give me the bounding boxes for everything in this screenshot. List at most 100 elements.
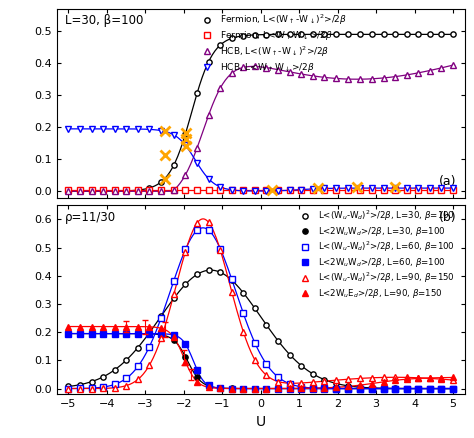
L<2W$_u$E$_d$>/2$\beta$, L=90, $\beta$=150 (287, 386, 292, 391)
L<2W$_u$W$_d$>/2$\beta$, L=60, $\beta$=100 (252, 386, 258, 391)
Fermion, L<W$_\uparrow$W$_\downarrow$>/2$\beta$ (123, 188, 129, 193)
Line: L<2W$_u$W$_d$>/2$\beta$, L=60, $\beta$=100: L<2W$_u$W$_d$>/2$\beta$, L=60, $\beta$=1… (66, 331, 456, 391)
Fermion, L<W$_\uparrow$W$_\downarrow$>/2$\beta$ (171, 188, 177, 193)
Fermion, L<(W$_\uparrow$-W$_\downarrow$)$^2$>/2$\beta$ (369, 32, 375, 37)
L<(W$_u$-W$_d$)$^2$>/2$\beta$, L=90, $\beta$=150 (321, 378, 327, 384)
HCB, L<(W$_\uparrow$-W$_\downarrow$)$^2$>/2$\beta$ (146, 189, 152, 194)
Fermion, L<W$_\uparrow$W$_\downarrow$>/2$\beta$ (240, 188, 246, 193)
L<2W$_u$W$_d$>/2$\beta$, L=60, $\beta$=100 (450, 386, 456, 391)
L<(W$_u$-W$_d$)$^2$>/2$\beta$, L=60, $\beta$=100 (357, 386, 363, 391)
HCB, L<(W$_\uparrow$-W$_\downarrow$)$^2$>/2$\beta$ (438, 65, 444, 71)
HCB, L<(W$_\uparrow$-W$_\downarrow$)$^2$>/2$\beta$ (415, 70, 421, 75)
L<2W$_u$W$_d$>/2$\beta$, L=60, $\beta$=100 (287, 386, 292, 391)
Fermion, L<W$_\uparrow$W$_\downarrow$>/2$\beta$ (100, 188, 106, 193)
Fermion, L<(W$_\uparrow$-W$_\downarrow$)$^2$>/2$\beta$ (275, 32, 281, 37)
Fermion, L<(W$_\uparrow$-W$_\downarrow$)$^2$>/2$\beta$ (321, 32, 327, 37)
Fermion, L<(W$_\uparrow$-W$_\downarrow$)$^2$>/2$\beta$ (194, 91, 200, 96)
Fermion, L<(W$_\uparrow$-W$_\downarrow$)$^2$>/2$\beta$ (146, 185, 152, 191)
L<(W$_u$-W$_d$)$^2$>/2$\beta$, L=90, $\beta$=150 (171, 292, 177, 297)
L<(W$_u$-W$_d$)$^2$>/2$\beta$, L=90, $\beta$=150 (415, 375, 421, 380)
L<(W$_u$-W$_d$)$^2$>/2$\beta$, L=60, $\beta$=100 (275, 374, 281, 380)
Line: HCB, L<W$_\uparrow$W$_\downarrow$>/2$\beta$: HCB, L<W$_\uparrow$W$_\downarrow$>/2$\be… (66, 126, 456, 194)
HCB, L<(W$_\uparrow$-W$_\downarrow$)$^2$>/2$\beta$ (218, 85, 223, 91)
L<2W$_u$E$_d$>/2$\beta$, L=90, $\beta$=150 (229, 386, 235, 391)
HCB, L<(W$_\uparrow$-W$_\downarrow$)$^2$>/2$\beta$ (112, 189, 118, 194)
L<(W$_u$-W$_d$)$^2$>/2$\beta$, L=30, $\beta$=100 (381, 385, 386, 391)
L<2W$_u$W$_d$>/2$\beta$, L=30, $\beta$=100 (450, 386, 456, 391)
HCB, L<W$_\uparrow$W$_\downarrow$>/2$\beta$ (404, 185, 410, 191)
Fermion, L<W$_\uparrow$W$_\downarrow$>/2$\beta$ (321, 188, 327, 193)
L<2W$_u$W$_d$>/2$\beta$, L=60, $\beta$=100 (310, 386, 316, 391)
Fermion, L<W$_\uparrow$W$_\downarrow$>/2$\beta$ (275, 188, 281, 193)
L<2W$_u$W$_d$>/2$\beta$, L=60, $\beta$=100 (427, 386, 433, 391)
L<(W$_u$-W$_d$)$^2$>/2$\beta$, L=30, $\beta$=100 (298, 363, 304, 368)
HCB, L<W$_\uparrow$W$_\downarrow$>/2$\beta$ (171, 132, 177, 138)
Fermion, L<(W$_\uparrow$-W$_\downarrow$)$^2$>/2$\beta$ (345, 32, 350, 37)
L<(W$_u$-W$_d$)$^2$>/2$\beta$, L=60, $\beta$=100 (369, 386, 375, 391)
L<(W$_u$-W$_d$)$^2$>/2$\beta$, L=90, $\beta$=150 (252, 357, 258, 363)
HCB, L<(W$_\uparrow$-W$_\downarrow$)$^2$>/2$\beta$ (345, 76, 350, 81)
L<(W$_u$-W$_d$)$^2$>/2$\beta$, L=30, $\beta$=100 (123, 357, 129, 363)
L<2W$_u$W$_d$>/2$\beta$, L=30, $\beta$=100 (182, 354, 188, 360)
L<2W$_u$W$_d$>/2$\beta$, L=30, $\beta$=100 (229, 386, 235, 391)
L<(W$_u$-W$_d$)$^2$>/2$\beta$, L=30, $\beta$=100 (357, 385, 363, 390)
L<(W$_u$-W$_d$)$^2$>/2$\beta$, L=90, $\beta$=150 (123, 383, 129, 388)
L<(W$_u$-W$_d$)$^2$>/2$\beta$, L=90, $\beta$=150 (112, 385, 118, 390)
HCB, L<W$_\uparrow$W$_\downarrow$>/2$\beta$ (333, 186, 339, 191)
HCB, L<W$_\uparrow$W$_\downarrow$>/2$\beta$ (158, 128, 164, 133)
L<(W$_u$-W$_d$)$^2$>/2$\beta$, L=90, $\beta$=150 (218, 247, 223, 252)
L<(W$_u$-W$_d$)$^2$>/2$\beta$, L=30, $\beta$=100 (206, 268, 211, 273)
L<(W$_u$-W$_d$)$^2$>/2$\beta$, L=90, $\beta$=150 (77, 386, 83, 391)
L<(W$_u$-W$_d$)$^2$>/2$\beta$, L=90, $\beta$=150 (65, 386, 71, 391)
HCB, L<(W$_\uparrow$-W$_\downarrow$)$^2$>/2$\beta$ (123, 189, 129, 194)
Fermion, L<W$_\uparrow$W$_\downarrow$>/2$\beta$ (381, 188, 386, 193)
Line: L<2W$_u$E$_d$>/2$\beta$, L=90, $\beta$=150: L<2W$_u$E$_d$>/2$\beta$, L=90, $\beta$=1… (66, 324, 456, 391)
L<2W$_u$W$_d$>/2$\beta$, L=30, $\beta$=100 (218, 385, 223, 391)
L<2W$_u$E$_d$>/2$\beta$, L=90, $\beta$=150 (218, 386, 223, 391)
HCB, L<W$_\uparrow$W$_\downarrow$>/2$\beta$ (381, 185, 386, 191)
L<2W$_u$W$_d$>/2$\beta$, L=30, $\beta$=100 (381, 386, 386, 391)
HCB, L<W$_\uparrow$W$_\downarrow$>/2$\beta$ (123, 126, 129, 131)
HCB, L<W$_\uparrow$W$_\downarrow$>/2$\beta$ (450, 185, 456, 191)
L<2W$_u$E$_d$>/2$\beta$, L=90, $\beta$=150 (438, 375, 444, 380)
Line: L<(W$_u$-W$_d$)$^2$>/2$\beta$, L=60, $\beta$=100: L<(W$_u$-W$_d$)$^2$>/2$\beta$, L=60, $\b… (66, 227, 456, 391)
Fermion, L<(W$_\uparrow$-W$_\downarrow$)$^2$>/2$\beta$ (135, 187, 141, 193)
L<(W$_u$-W$_d$)$^2$>/2$\beta$, L=90, $\beta$=150 (287, 381, 292, 386)
L<(W$_u$-W$_d$)$^2$>/2$\beta$, L=90, $\beta$=150 (357, 376, 363, 381)
L<2W$_u$W$_d$>/2$\beta$, L=30, $\beta$=100 (438, 386, 444, 391)
L<(W$_u$-W$_d$)$^2$>/2$\beta$, L=30, $\beta$=100 (450, 386, 456, 391)
Text: L=30, β=100: L=30, β=100 (65, 14, 144, 28)
Fermion, L<W$_\uparrow$W$_\downarrow$>/2$\beta$ (404, 188, 410, 193)
Fermion, L<W$_\uparrow$W$_\downarrow$>/2$\beta$ (135, 188, 141, 193)
Legend: L<(W$_u$-W$_d$)$^2$>/2$\beta$, L=30, $\beta$=100, L<2W$_u$W$_d$>/2$\beta$, L=30,: L<(W$_u$-W$_d$)$^2$>/2$\beta$, L=30, $\b… (295, 208, 456, 301)
L<(W$_u$-W$_d$)$^2$>/2$\beta$, L=60, $\beta$=100 (287, 381, 292, 386)
L<(W$_u$-W$_d$)$^2$>/2$\beta$, L=60, $\beta$=100 (381, 386, 386, 391)
L<(W$_u$-W$_d$)$^2$>/2$\beta$, L=30, $\beta$=100 (100, 374, 106, 379)
L<2W$_u$E$_d$>/2$\beta$, L=90, $\beta$=150 (298, 386, 304, 391)
L<(W$_u$-W$_d$)$^2$>/2$\beta$, L=30, $\beta$=100 (287, 352, 292, 357)
Fermion, L<(W$_\uparrow$-W$_\downarrow$)$^2$>/2$\beta$ (171, 162, 177, 168)
Fermion, L<(W$_\uparrow$-W$_\downarrow$)$^2$>/2$\beta$ (182, 131, 188, 136)
HCB, L<W$_\uparrow$W$_\downarrow$>/2$\beta$ (438, 185, 444, 191)
HCB, L<(W$_\uparrow$-W$_\downarrow$)$^2$>/2$\beta$ (427, 68, 433, 73)
Fermion, L<(W$_\uparrow$-W$_\downarrow$)$^2$>/2$\beta$ (65, 189, 71, 194)
HCB, L<(W$_\uparrow$-W$_\downarrow$)$^2$>/2$\beta$ (264, 65, 269, 70)
L<2W$_u$W$_d$>/2$\beta$, L=60, $\beta$=100 (206, 383, 211, 388)
Fermion, L<W$_\uparrow$W$_\downarrow$>/2$\beta$ (89, 188, 94, 193)
L<2W$_u$E$_d$>/2$\beta$, L=90, $\beta$=150 (345, 384, 350, 389)
HCB, L<(W$_\uparrow$-W$_\downarrow$)$^2$>/2$\beta$ (298, 71, 304, 77)
HCB, L<W$_\uparrow$W$_\downarrow$>/2$\beta$ (252, 188, 258, 194)
HCB, L<(W$_\uparrow$-W$_\downarrow$)$^2$>/2$\beta$ (404, 72, 410, 78)
HCB, L<W$_\uparrow$W$_\downarrow$>/2$\beta$ (427, 185, 433, 191)
HCB, L<W$_\uparrow$W$_\downarrow$>/2$\beta$ (229, 187, 235, 193)
HCB, L<(W$_\uparrow$-W$_\downarrow$)$^2$>/2$\beta$ (381, 75, 386, 81)
L<2W$_u$E$_d$>/2$\beta$, L=90, $\beta$=150 (357, 382, 363, 388)
L<(W$_u$-W$_d$)$^2$>/2$\beta$, L=60, $\beta$=100 (298, 384, 304, 389)
L<(W$_u$-W$_d$)$^2$>/2$\beta$, L=90, $\beta$=150 (450, 378, 456, 383)
Line: L<(W$_u$-W$_d$)$^2$>/2$\beta$, L=90, $\beta$=150: L<(W$_u$-W$_d$)$^2$>/2$\beta$, L=90, $\b… (66, 220, 456, 391)
Fermion, L<W$_\uparrow$W$_\downarrow$>/2$\beta$ (450, 188, 456, 193)
L<(W$_u$-W$_d$)$^2$>/2$\beta$, L=60, $\beta$=100 (264, 361, 269, 367)
L<2W$_u$E$_d$>/2$\beta$, L=90, $\beta$=150 (194, 379, 200, 384)
L<(W$_u$-W$_d$)$^2$>/2$\beta$, L=90, $\beta$=150 (369, 375, 375, 381)
L<2W$_u$W$_d$>/2$\beta$, L=30, $\beta$=100 (65, 331, 71, 336)
